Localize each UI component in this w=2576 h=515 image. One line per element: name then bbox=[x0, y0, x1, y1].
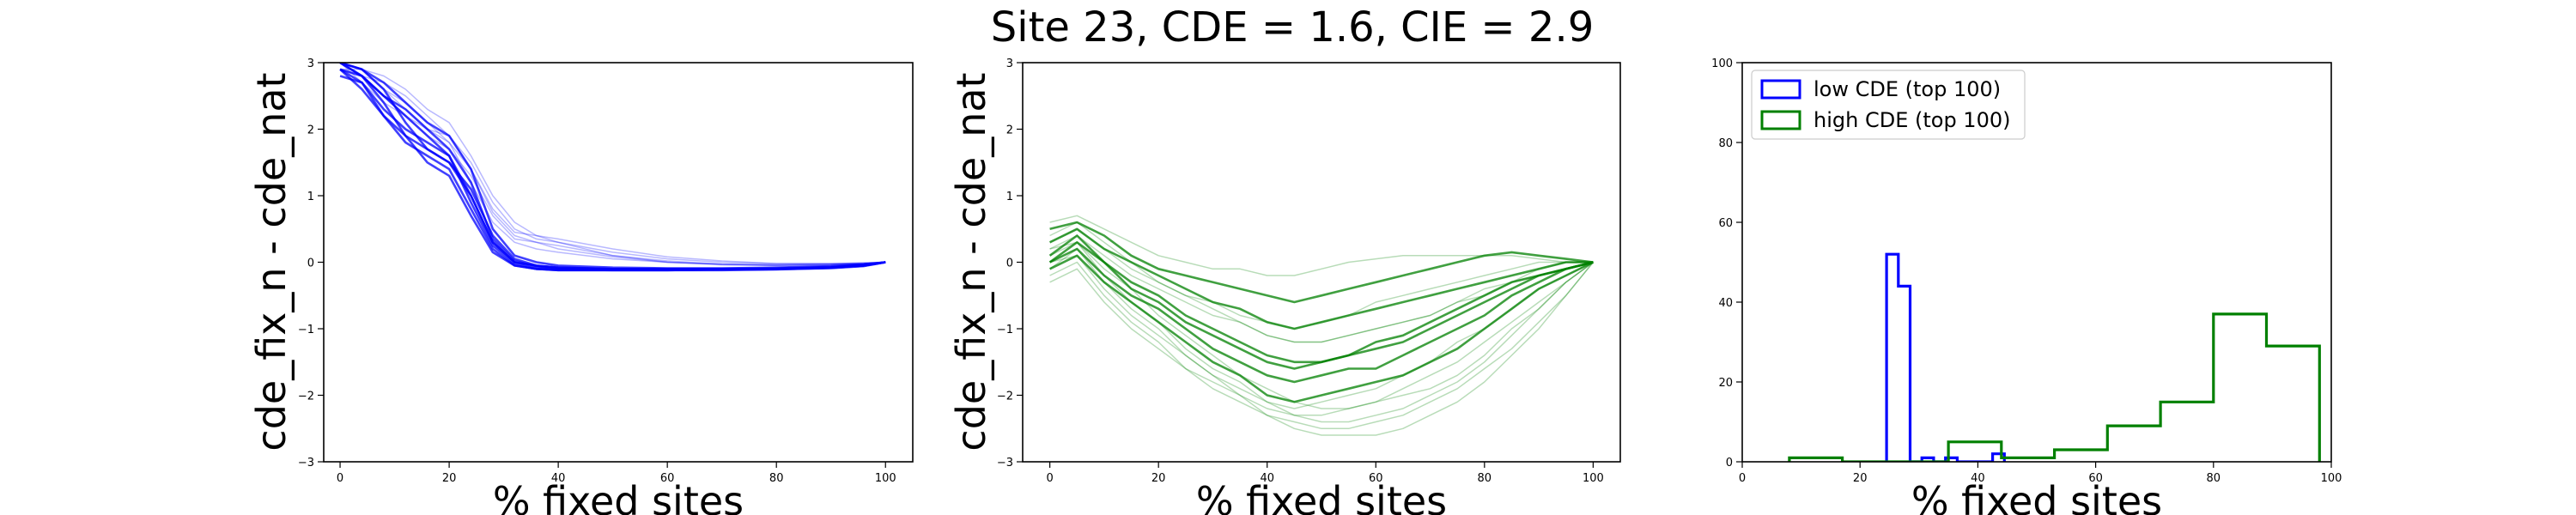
panel-middle-series-line-1 bbox=[1049, 247, 1594, 384]
panel-left-xtick-label: 60 bbox=[660, 472, 675, 485]
panel-middle-xtick-label: 40 bbox=[1260, 472, 1274, 485]
panel-middle-faint-series-line-9 bbox=[1049, 248, 1594, 423]
panel-middle-plot-area bbox=[1048, 215, 1594, 436]
panel-right-ticks: 0 20 40 60 80 100 0 20 40 60 80 100 bbox=[1711, 58, 2342, 485]
panel-right-xtick-label: 100 bbox=[2321, 472, 2342, 485]
panel-left-series-line-7 bbox=[339, 68, 886, 271]
panel-middle-faint-series-line-7 bbox=[1049, 241, 1594, 409]
panel-right-frame bbox=[1741, 62, 2332, 463]
panel-left-ylabel: cde_fix_n - cde_nat bbox=[248, 72, 295, 451]
panel-left-plot-area bbox=[339, 63, 886, 272]
panel-right-histogram-step-0 bbox=[1885, 252, 2006, 462]
panel-left-ytick-label: 2 bbox=[307, 124, 314, 137]
panel-right-xtick-label: 40 bbox=[1971, 472, 1985, 485]
panel-left-ticks: 0 20 40 60 80 100 −3 −2 −1 0 1 2 3 bbox=[298, 58, 896, 485]
panel-left-xtick-label: 80 bbox=[769, 472, 784, 485]
panel-left-xtick-label: 40 bbox=[551, 472, 566, 485]
panel-right-ytick-label: 0 bbox=[1726, 457, 1733, 470]
panel-middle-xtick-label: 0 bbox=[1046, 472, 1053, 485]
panel-left-ytick-label: −2 bbox=[298, 391, 314, 403]
panel-right-ytick-label: 20 bbox=[1718, 377, 1733, 390]
panel-right-xtick-label: 60 bbox=[2088, 472, 2103, 485]
panel-right-xtick-label: 80 bbox=[2207, 472, 2221, 485]
panel-middle-faint-series-line-1 bbox=[1049, 241, 1594, 409]
legend-swatch-high-cde bbox=[1760, 110, 1801, 130]
legend-swatch-low-cde bbox=[1760, 79, 1801, 100]
panel-left-faint-series-line-0 bbox=[339, 63, 886, 264]
panel-right-xtick-label: 20 bbox=[1853, 472, 1868, 485]
panel-right-histogram-step-1 bbox=[1788, 312, 2321, 462]
panel-middle-series-line-2 bbox=[1049, 227, 1594, 330]
panel-left-series-line-6 bbox=[339, 63, 886, 270]
panel-left-xtick-label: 20 bbox=[442, 472, 457, 485]
panel-left-ytick-label: 1 bbox=[307, 191, 314, 203]
panel-middle-faint-series-line-3 bbox=[1049, 255, 1594, 436]
panel-left-ytick-label: 0 bbox=[307, 258, 314, 270]
panel-right-ytick-label: 40 bbox=[1718, 297, 1733, 310]
panel-middle-ytick-label: 1 bbox=[1006, 191, 1013, 203]
panel-middle-ytick-label: −3 bbox=[997, 457, 1013, 470]
panel-middle-ytick-label: 0 bbox=[1006, 258, 1013, 270]
legend-box bbox=[1751, 70, 2026, 140]
panel-middle-xtick-label: 100 bbox=[1583, 472, 1604, 485]
panel-left-faint-series-line-1 bbox=[339, 63, 886, 266]
panel-left-faint-series-line-4 bbox=[339, 63, 886, 267]
panel-left-series-line-5 bbox=[339, 68, 886, 272]
panel-middle-faint-series-line-4 bbox=[1049, 215, 1594, 276]
panel-right-ytick-label: 80 bbox=[1718, 137, 1733, 150]
panel-left-xlabel: % fixed sites bbox=[493, 478, 744, 515]
panel-left-series-line-1 bbox=[339, 68, 886, 272]
panel-middle-ticks: 0 20 40 60 80 100 −3 −2 −1 0 1 2 3 bbox=[997, 58, 1604, 485]
legend-label-high-cde: high CDE (top 100) bbox=[1814, 108, 2010, 132]
panel-middle-ytick-label: 2 bbox=[1006, 124, 1013, 137]
panel-right-xlabel: % fixed sites bbox=[1911, 478, 2162, 515]
panel-right-plot-area bbox=[1788, 252, 2321, 462]
panel-left-ytick-label: −1 bbox=[298, 324, 314, 336]
panel-middle-xlabel: % fixed sites bbox=[1196, 478, 1447, 515]
panel-middle-ylabel: cde_fix_n - cde_nat bbox=[948, 72, 994, 451]
panel-left-xtick-label: 100 bbox=[875, 472, 896, 485]
legend: low CDE (top 100) high CDE (top 100) bbox=[1751, 70, 2026, 140]
panel-middle-series-line-5 bbox=[1048, 241, 1594, 370]
panel-right: 0 20 40 60 80 100 0 20 40 60 80 100 % fixed sites l… bbox=[1711, 58, 2342, 515]
panel-left: 0 20 40 60 80 100 −3 −2 −1 0 1 2 3 % fixed sites cde… bbox=[248, 58, 914, 515]
panel-middle-series-line-3 bbox=[1049, 254, 1594, 403]
panel-right-ytick-label: 60 bbox=[1718, 217, 1733, 230]
panel-middle-faint-series-line-0 bbox=[1049, 261, 1594, 430]
panel-middle-xtick-label: 60 bbox=[1369, 472, 1383, 485]
panel-middle-faint-series-line-8 bbox=[1049, 228, 1594, 330]
panel-middle-ytick-label: 3 bbox=[1006, 58, 1013, 70]
panel-left-faint-series-line-2 bbox=[339, 69, 886, 267]
panel-middle-ytick-label: −2 bbox=[997, 391, 1013, 403]
panel-middle-ytick-label: −1 bbox=[997, 324, 1013, 336]
panel-left-faint-series-line-5 bbox=[340, 69, 886, 266]
panel-middle-xtick-label: 20 bbox=[1151, 472, 1166, 485]
figure-title: Site 23, CDE = 1.6, CIE = 2.9 bbox=[991, 3, 1594, 52]
legend-label-low-cde: low CDE (top 100) bbox=[1814, 77, 2001, 101]
panel-middle-faint-series-line-6 bbox=[1049, 234, 1594, 343]
panel-left-series-line-2 bbox=[339, 63, 886, 270]
panel-right-xtick-label: 0 bbox=[1739, 472, 1746, 485]
panel-right-ytick-label: 100 bbox=[1711, 58, 1733, 70]
panel-middle-xtick-label: 80 bbox=[1478, 472, 1492, 485]
panel-left-ytick-label: −3 bbox=[298, 457, 314, 470]
panel-middle-faint-series-line-5 bbox=[1049, 261, 1594, 416]
panel-middle-series-line-4 bbox=[1049, 221, 1594, 304]
panel-left-series-line-4 bbox=[339, 63, 886, 270]
panel-middle: 0 20 40 60 80 100 −3 −2 −1 0 1 2 3 % fixed sites cde… bbox=[948, 58, 1621, 515]
panel-left-faint-series-line-3 bbox=[339, 63, 886, 264]
panel-left-xtick-label: 0 bbox=[337, 472, 343, 485]
panel-left-series-line-0 bbox=[339, 63, 886, 270]
panel-left-ytick-label: 3 bbox=[307, 58, 314, 70]
